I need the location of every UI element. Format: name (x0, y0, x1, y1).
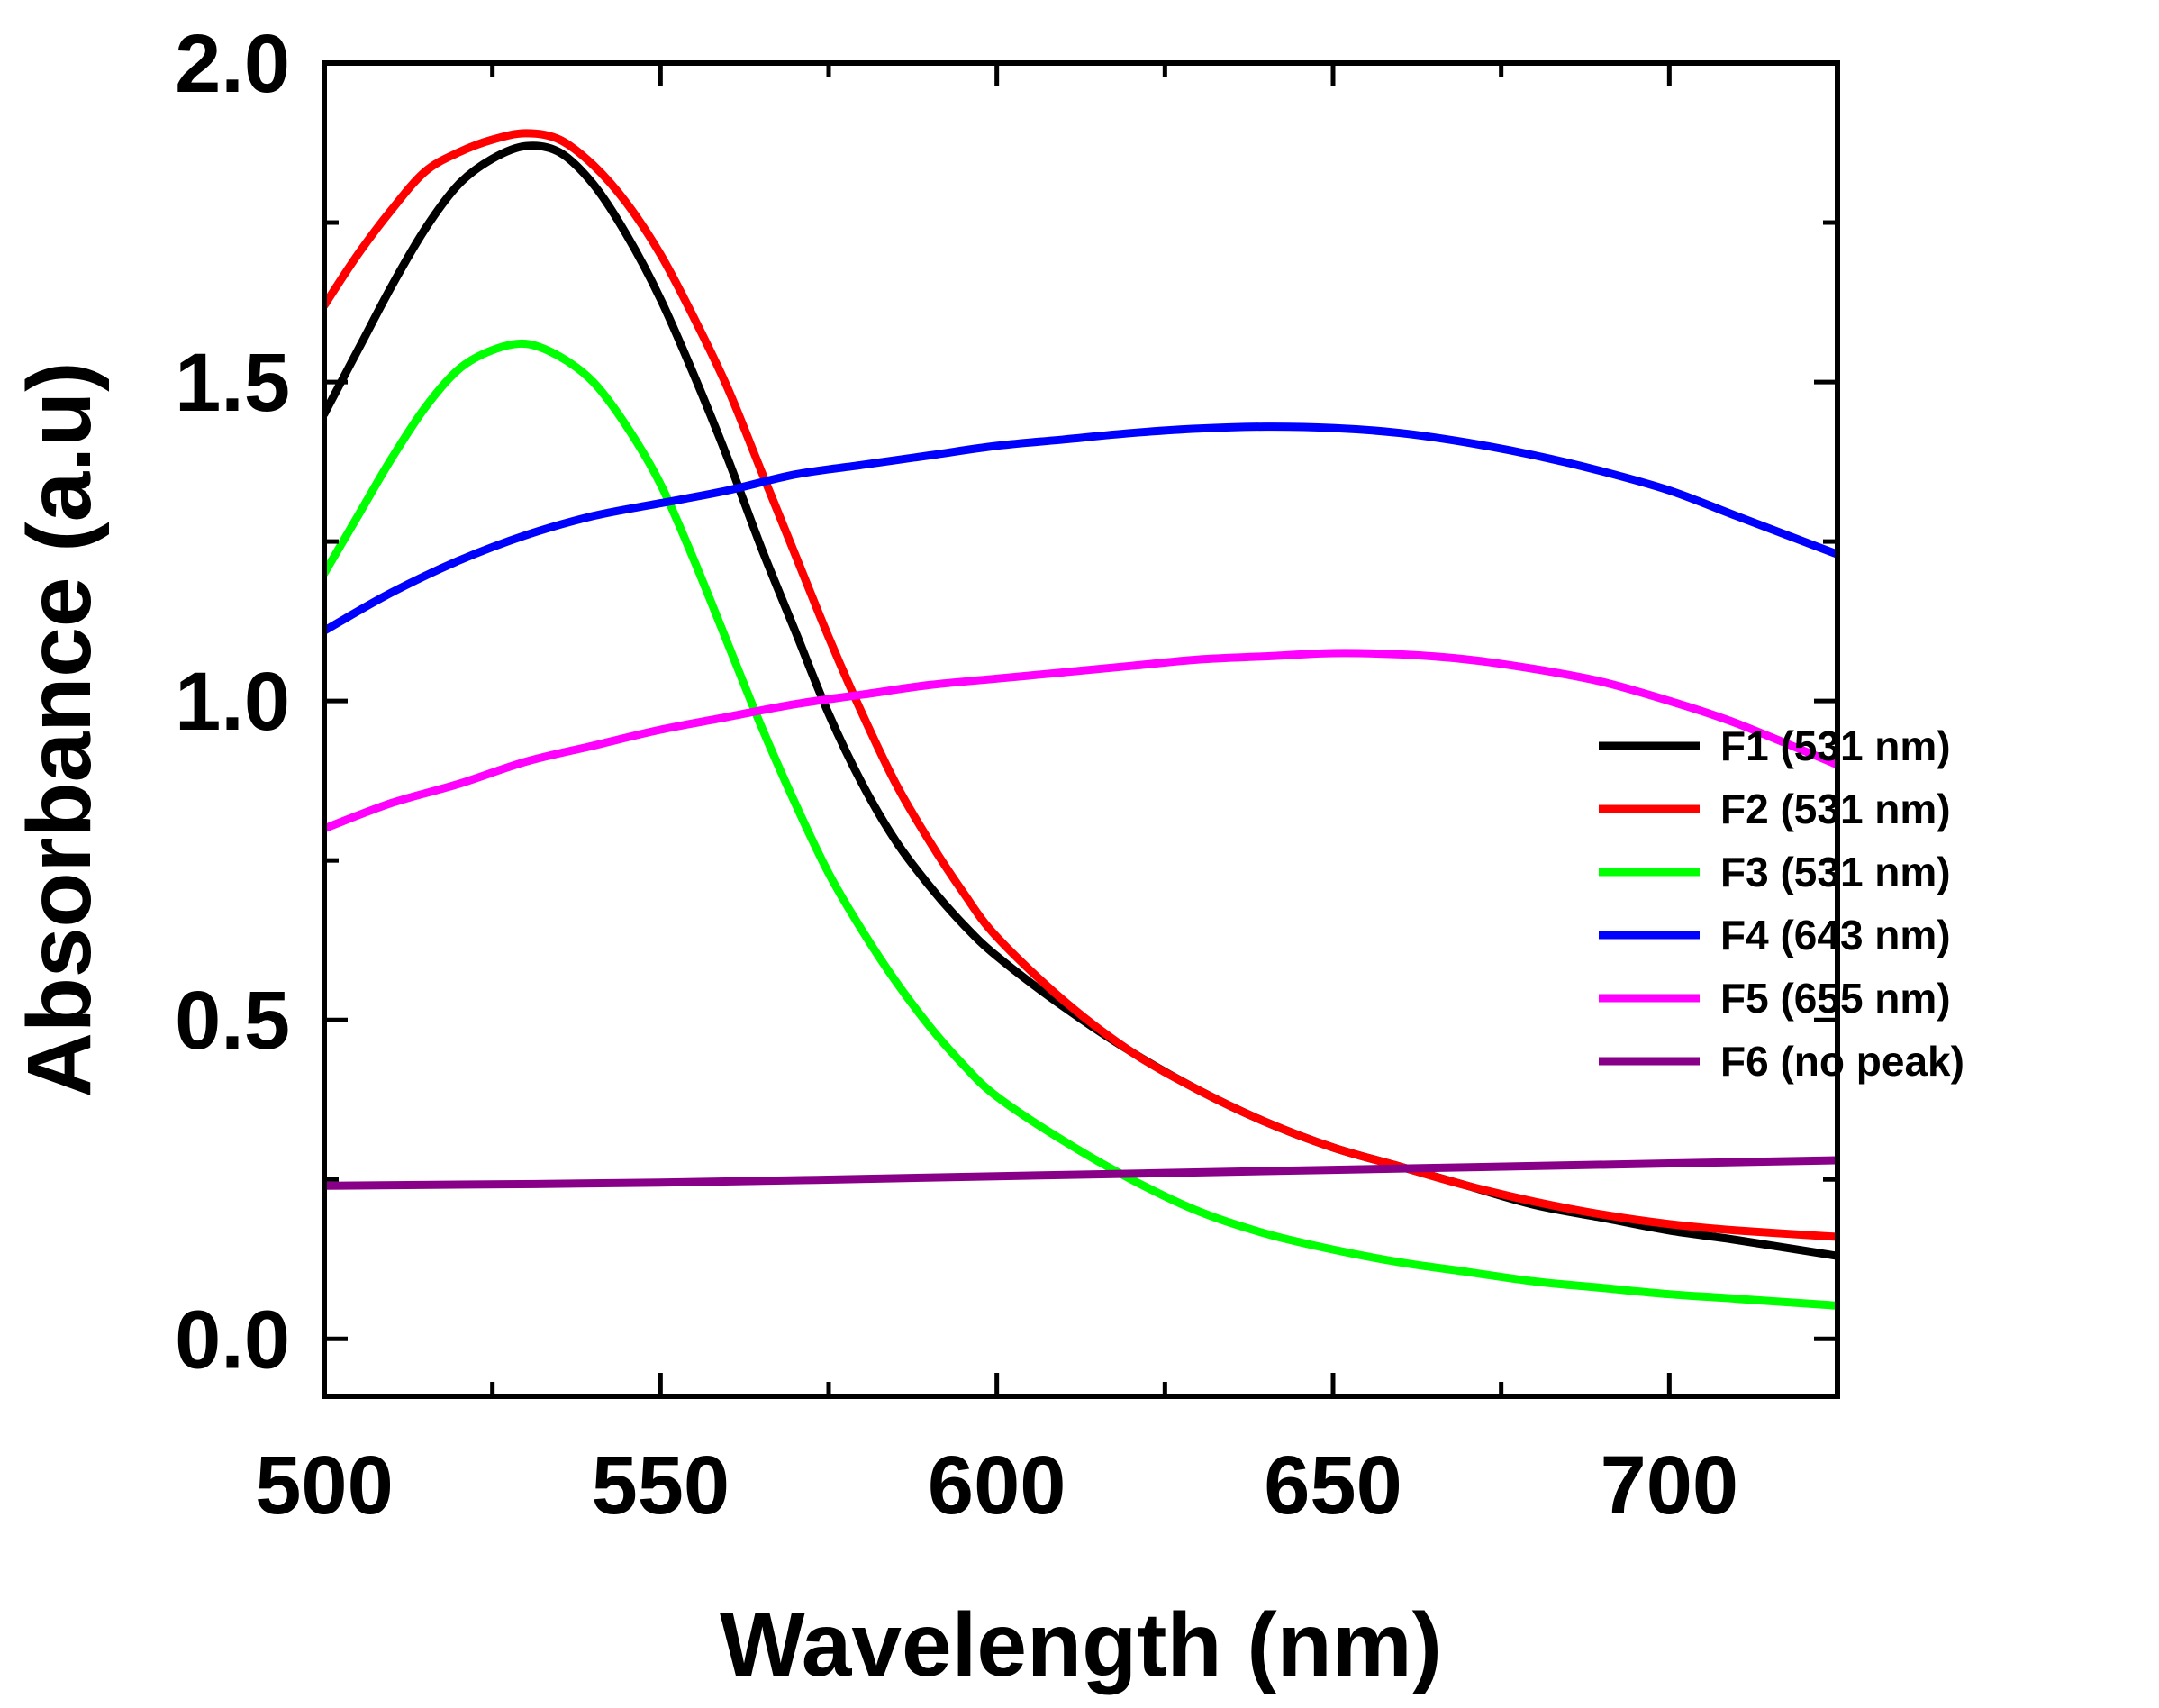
series-line-f5 (324, 649, 1837, 833)
x-tick-label: 500 (255, 1440, 394, 1531)
legend-label-f1: F1 (531 nm) (1720, 722, 1951, 769)
y-tick-label: 2.0 (175, 18, 290, 110)
legend-label-f4: F4 (643 nm) (1720, 912, 1951, 958)
y-tick-label: 1.0 (175, 656, 290, 748)
legend-label-f2: F2 (531 nm) (1720, 786, 1951, 832)
series-line-f3 (324, 339, 1837, 1310)
series-line-f1 (324, 141, 1837, 1260)
x-tick-label: 700 (1601, 1440, 1739, 1531)
tick-labels-layer: 500 550 600 650 700 0.0 0.5 1.0 1.5 2.0 (175, 18, 1738, 1531)
y-tick-label: 0.0 (175, 1294, 290, 1385)
x-tick-label: 650 (1264, 1440, 1402, 1531)
y-tick-label: 1.5 (175, 337, 290, 429)
y-tick-label: 0.5 (175, 975, 290, 1067)
plot-frame (322, 60, 1840, 1399)
series-line-f2 (324, 129, 1837, 1241)
series-line-f4 (324, 422, 1837, 635)
legend-label-f5: F5 (655 nm) (1720, 975, 1951, 1022)
series-line-f6 (324, 1156, 1837, 1190)
legend-label-f3: F3 (531 nm) (1720, 849, 1951, 895)
legend-label-f6: F6 (no peak) (1720, 1038, 1964, 1085)
x-tick-label: 600 (928, 1440, 1066, 1531)
series-layer (324, 129, 1837, 1310)
x-axis-title: Wavelength (nm) (720, 1594, 1442, 1695)
x-tick-label: 550 (592, 1440, 730, 1531)
y-axis-title: Absorbance (a.u) (9, 362, 110, 1098)
ticks-layer (322, 60, 1840, 1396)
legend: F1 (531 nm) F2 (531 nm) F3 (531 nm) F4 (643… (1599, 722, 1964, 1085)
